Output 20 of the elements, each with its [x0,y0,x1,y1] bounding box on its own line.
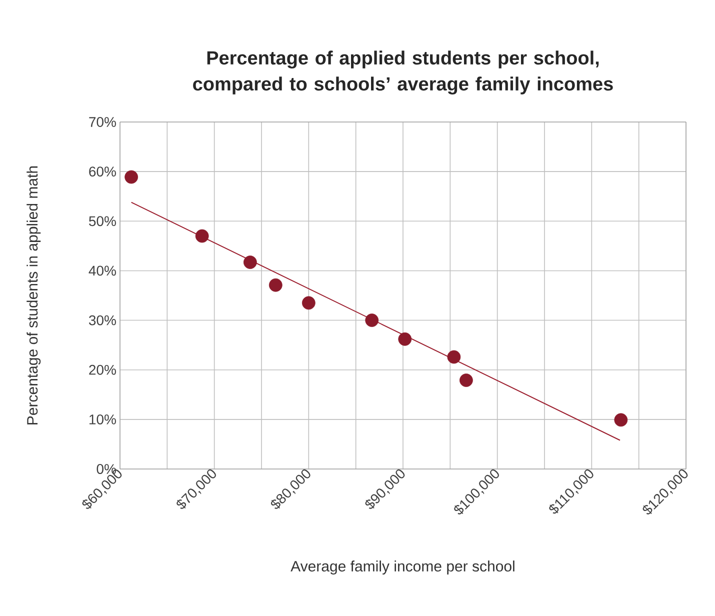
point [460,374,473,387]
point [614,413,628,427]
point [365,314,379,327]
point [302,296,316,310]
chart-title: Percentage of applied students per school, compared to schools’ average family incomes [193,50,613,94]
y-tick-label: 50% [89,216,116,226]
point [447,350,461,364]
point [243,256,257,269]
point [195,229,209,243]
point [398,332,412,346]
y-tick-label: 10% [90,414,116,424]
y-tick-label: 40% [88,266,116,276]
x-axis-title: Average family income per school [290,560,514,575]
y-tick-label: 60% [89,166,116,177]
point [268,278,282,292]
point [124,170,138,184]
y-tick-label: 20% [89,364,116,375]
y-axis-title: Percentage of students in applied math [26,166,41,424]
y-tick-label: 70% [89,117,116,127]
y-tick-label: 30% [88,315,116,326]
